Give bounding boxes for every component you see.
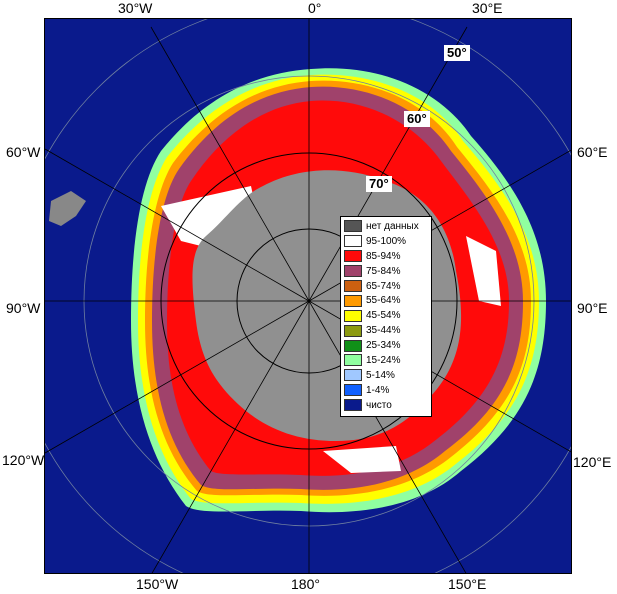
legend-label: 35-44% [366, 325, 401, 337]
south-america-land [49, 191, 86, 226]
legend-item: нет данных [344, 219, 429, 234]
legend-swatch [344, 309, 362, 322]
legend-label: 75-84% [366, 265, 401, 277]
lon-label-120e: 120°E [573, 454, 612, 470]
legend-label: 1-4% [366, 384, 390, 396]
lon-label-150e: 150°E [448, 576, 487, 592]
legend-label: 85-94% [366, 250, 401, 262]
legend-swatch [344, 250, 362, 263]
lat-label-60: 60° [404, 111, 430, 127]
legend-item: 65-74% [344, 279, 429, 294]
legend-swatch [344, 220, 362, 233]
ice-patch-ross [323, 446, 401, 473]
legend-label: 15-24% [366, 354, 401, 366]
legend-swatch [344, 369, 362, 382]
lon-label-180: 180° [291, 576, 320, 592]
legend-swatch [344, 265, 362, 278]
lat-label-50: 50° [444, 45, 470, 61]
legend-label: 5-14% [366, 369, 395, 381]
legend-swatch [344, 339, 362, 352]
legend-swatch [344, 399, 362, 412]
legend-swatch [344, 384, 362, 397]
lon-label-30e: 30°E [472, 0, 503, 16]
ice-patch-east [466, 236, 501, 306]
lon-label-30w: 30°W [118, 0, 153, 16]
legend-item: 35-44% [344, 323, 429, 338]
lat-label-70: 70° [366, 176, 392, 192]
legend-item: 15-24% [344, 353, 429, 368]
legend-swatch [344, 354, 362, 367]
lon-label-0: 0° [308, 0, 322, 16]
legend-swatch [344, 280, 362, 292]
lon-label-90e: 90°E [577, 300, 608, 316]
lon-label-90w: 90°W [6, 300, 41, 316]
sea-ice-map [44, 18, 572, 574]
legend-label: нет данных [366, 220, 419, 232]
legend-item: 45-54% [344, 308, 429, 323]
map-canvas [45, 19, 571, 573]
legend-item: 75-84% [344, 264, 429, 279]
legend-label: 25-34% [366, 340, 401, 352]
legend-label: чисто [366, 399, 392, 411]
legend-item: 95-100% [344, 234, 429, 249]
legend-label: 55-64% [366, 295, 401, 307]
legend-item: 1-4% [344, 383, 429, 398]
legend-item: 55-64% [344, 293, 429, 308]
legend-label: 65-74% [366, 280, 401, 292]
legend-item: 25-34% [344, 338, 429, 353]
legend-swatch [344, 324, 362, 337]
legend-item: чисто [344, 398, 429, 413]
lon-label-120w: 120°W [2, 452, 45, 468]
lon-label-60w: 60°W [6, 144, 41, 160]
lon-label-150w: 150°W [136, 576, 179, 592]
legend-swatch [344, 294, 362, 307]
legend-label: 45-54% [366, 310, 401, 322]
lon-label-60e: 60°E [577, 144, 608, 160]
ice-concentration-legend: нет данных 95-100% 85-94% 75-84% 65-74% 55-64… [340, 216, 432, 417]
legend-item: 85-94% [344, 249, 429, 264]
legend-swatch [344, 235, 362, 248]
legend-label: 95-100% [366, 235, 407, 247]
legend-item: 5-14% [344, 368, 429, 383]
